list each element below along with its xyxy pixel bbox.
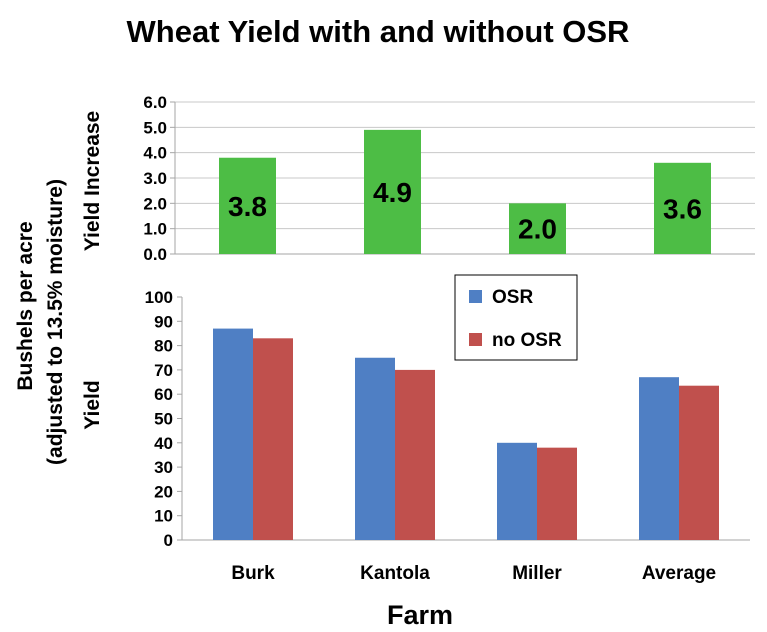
top-y-tick-label: 6.0 <box>143 93 167 112</box>
legend-swatch-osr <box>469 290 482 303</box>
bottom-y-tick-label: 10 <box>154 507 173 526</box>
bottom-bar-osr-miller <box>497 442 537 540</box>
bottom-y-tick-label: 40 <box>154 434 173 453</box>
bottom-y-tick-label: 100 <box>145 288 173 307</box>
top-y-tick-label: 3.0 <box>143 169 167 188</box>
bottom-bar-no-osr-burk <box>253 338 293 540</box>
x-axis-title: Farm <box>387 600 453 630</box>
legend-label-osr: OSR <box>492 287 533 308</box>
bottom-bar-no-osr-kantola <box>395 369 435 540</box>
chart-title: Wheat Yield with and without OSR <box>127 14 630 49</box>
top-y-tick-label: 1.0 <box>143 220 167 239</box>
top-y-tick-labels: 0.0 1.0 2.0 3.0 4.0 5.0 6.0 <box>143 93 167 264</box>
top-bar-average <box>654 162 711 254</box>
legend: OSR no OSR <box>454 274 578 361</box>
shared-axis-title-line2: (adjusted to 13.5% moisture) <box>44 179 67 465</box>
bottom-y-tick-label: 20 <box>154 482 173 501</box>
top-y-tick-label: 0.0 <box>143 245 167 264</box>
top-data-label: 3.8 <box>228 191 267 222</box>
bottom-y-tick-label: 70 <box>154 361 173 380</box>
top-bar-miller <box>509 203 566 254</box>
shared-axis-title-line1: Bushels per acre <box>14 221 37 390</box>
x-category-label: Miller <box>512 563 562 584</box>
bottom-bars <box>213 328 719 540</box>
top-data-label: 3.6 <box>663 193 702 224</box>
bottom-y-axis-title: Yield <box>81 380 104 429</box>
bottom-y-tick-label: 80 <box>154 337 173 356</box>
top-bar-burk <box>219 157 276 254</box>
legend-swatch-no-osr <box>469 333 482 346</box>
bottom-y-tick-label: 60 <box>154 385 173 404</box>
bottom-y-tick-label: 90 <box>154 312 173 331</box>
top-y-tick-label: 5.0 <box>143 118 167 137</box>
top-bar-kantola <box>364 129 421 254</box>
shared-axis-title: Bushels per acre (adjusted to 13.5% mois… <box>14 179 67 465</box>
x-category-label: Burk <box>231 563 275 584</box>
bottom-bar-no-osr-miller <box>537 447 577 540</box>
top-y-tick-label: 2.0 <box>143 194 167 213</box>
bottom-y-tick-labels: 0 10 20 30 40 50 60 70 80 90 100 <box>145 288 182 550</box>
bottom-bar-osr-burk <box>213 328 253 540</box>
bottom-bar-osr-kantola <box>355 357 395 540</box>
top-bars <box>219 129 711 254</box>
top-y-axis-title: Yield Increase <box>81 111 104 251</box>
bottom-y-tick-label: 50 <box>154 410 173 429</box>
legend-label-no-osr: no OSR <box>492 330 562 351</box>
top-data-label: 4.9 <box>373 177 412 208</box>
bottom-bar-osr-average <box>639 377 679 540</box>
top-data-labels: 3.8 4.9 2.0 3.6 <box>228 177 702 245</box>
bottom-y-tick-label: 0 <box>164 531 173 550</box>
x-category-labels: Burk Kantola Miller Average <box>231 563 716 584</box>
bottom-y-tick-label: 30 <box>154 458 173 477</box>
top-data-label: 2.0 <box>518 214 557 245</box>
top-y-tick-label: 4.0 <box>143 144 167 163</box>
x-category-label: Kantola <box>360 563 430 584</box>
x-category-label: Average <box>642 563 716 584</box>
bottom-bar-no-osr-average <box>679 385 719 540</box>
